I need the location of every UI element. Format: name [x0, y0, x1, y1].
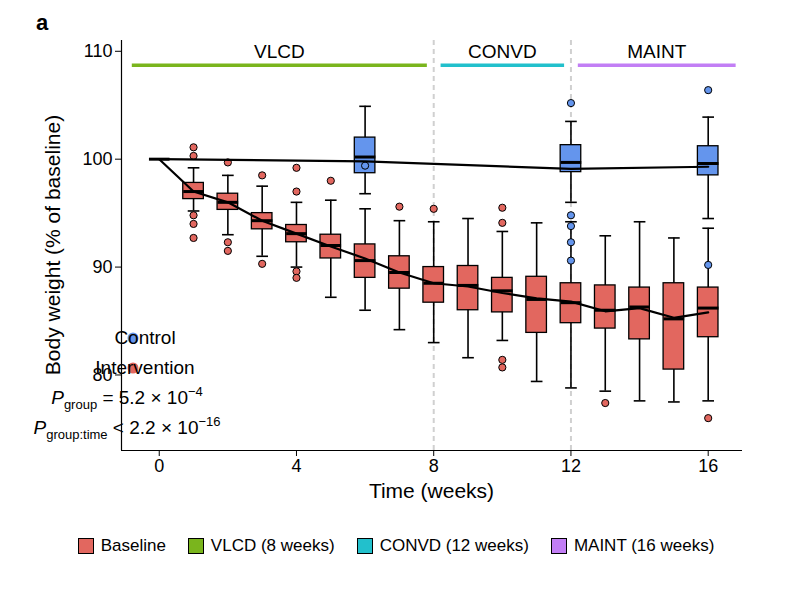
svg-text:Pgroup:time < 2.2 × 10−16: Pgroup:time < 2.2 × 10−16 [33, 414, 220, 442]
html-text:Baseline: Baseline [100, 536, 166, 555]
svg-text:8: 8 [429, 456, 439, 476]
svg-text:16: 16 [698, 456, 718, 476]
svg-text:Intervention: Intervention [95, 357, 194, 378]
svg-text:110: 110 [84, 41, 113, 61]
svg-text:Control: Control [114, 327, 175, 348]
svg-text:VLCD: VLCD [254, 41, 305, 62]
svg-text:a: a [36, 10, 49, 35]
svg-text:100: 100 [82, 149, 112, 169]
svg-text:Time (weeks): Time (weeks) [369, 479, 494, 502]
svg-text:4: 4 [291, 456, 301, 476]
svg-text:12: 12 [561, 456, 581, 476]
svg-text:90: 90 [92, 257, 112, 277]
svg-text:CONVD: CONVD [468, 41, 537, 62]
html-text:MAINT (16 weeks): MAINT (16 weeks) [573, 536, 715, 555]
svg-text:0: 0 [154, 456, 164, 476]
svg-text:MAINT: MAINT [627, 41, 687, 62]
svg-text:Body weight (% of baseline): Body weight (% of baseline) [41, 115, 64, 375]
html-text:CONVD (12 weeks): CONVD (12 weeks) [379, 536, 529, 555]
html-text:VLCD (8 weeks): VLCD (8 weeks) [210, 536, 335, 555]
svg-text:Pgroup = 5.2 × 10−4: Pgroup = 5.2 × 10−4 [51, 384, 203, 412]
